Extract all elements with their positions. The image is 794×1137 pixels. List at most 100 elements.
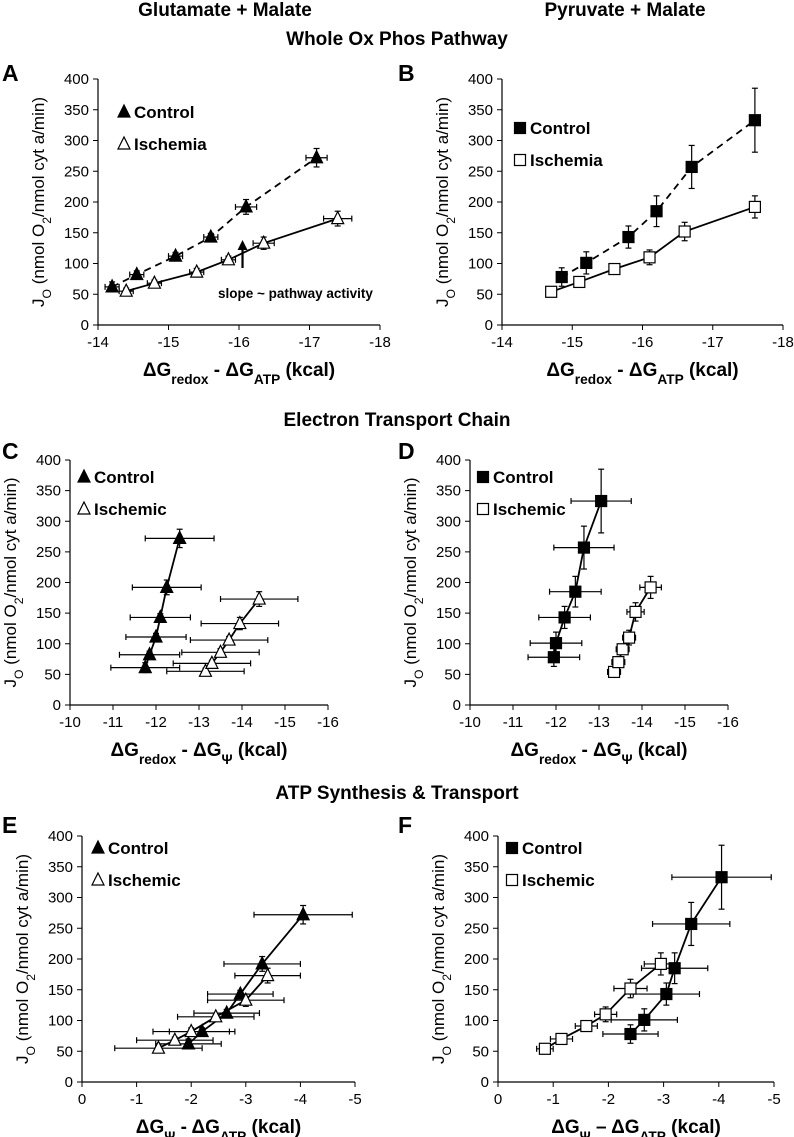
data-point	[545, 285, 558, 298]
series-line	[187, 914, 304, 1045]
x-axis-title: ΔGΨ - ΔGATP (kcal)	[136, 1117, 301, 1137]
column-heading-left: Glutamate + Malate	[138, 0, 312, 21]
y-tick-label: 50	[44, 666, 61, 683]
data-point	[538, 1042, 552, 1055]
y-tick-label: 250	[464, 920, 489, 937]
data-point	[555, 270, 568, 284]
data-point	[616, 643, 629, 656]
x-tick-label: 0	[494, 1091, 502, 1108]
y-tick-label: 100	[64, 256, 89, 273]
data-point	[668, 962, 681, 975]
data-point	[233, 985, 248, 1000]
legend-marker	[117, 135, 131, 150]
data-point	[203, 228, 218, 243]
data-point	[238, 991, 253, 1006]
y-tick-label: 350	[436, 483, 461, 500]
data-point	[256, 234, 271, 249]
y-tick-label: 400	[48, 828, 73, 845]
y-tick-label: 150	[36, 605, 61, 622]
x-tick-label: -12	[545, 714, 567, 731]
data-point	[685, 160, 698, 174]
y-tick-label: 400	[436, 452, 461, 469]
x-axis-title: ΔGredox - ΔGΨ (kcal)	[511, 740, 688, 767]
legend-marker	[91, 871, 105, 886]
series-control	[602, 844, 772, 1044]
y-tick-label: 250	[436, 544, 461, 561]
x-tick-label: -2	[185, 1091, 198, 1108]
data-point	[296, 906, 311, 921]
series-ischemic	[114, 967, 301, 1054]
series-control	[155, 904, 353, 1050]
y-tick-label: 200	[36, 575, 61, 592]
series-control	[527, 468, 632, 668]
series-control	[110, 528, 215, 674]
legend-marker	[513, 121, 527, 135]
x-axis-title: ΔGredox - ΔGATP (kcal)	[546, 360, 738, 387]
x-tick-label: 0	[78, 1091, 86, 1108]
y-tick-label: 300	[464, 890, 489, 907]
data-point	[151, 1039, 166, 1054]
y-tick-label: 200	[464, 951, 489, 968]
legend-marker	[476, 470, 490, 484]
data-point	[309, 149, 324, 164]
y-tick-label: 400	[64, 71, 89, 88]
data-point	[624, 982, 637, 995]
y-axis-title: JO (nmol O2/nmol cyt a/min)	[1, 477, 26, 687]
x-tick-label: -4	[712, 1091, 725, 1108]
data-point	[622, 230, 635, 244]
x-tick-label: -17	[299, 334, 321, 351]
y-tick-label: 200	[48, 951, 73, 968]
y-tick-label: 400	[468, 71, 493, 88]
data-point	[660, 987, 673, 1001]
y-axis-title: JO (nmol O2/nmol cyt a/min)	[13, 854, 38, 1064]
data-point	[685, 917, 698, 931]
y-tick-label: 150	[436, 605, 461, 622]
x-axis-title: ΔGΨ – ΔGATP (kcal)	[551, 1117, 721, 1137]
y-tick-label: 350	[48, 859, 73, 876]
x-tick-label: -10	[459, 714, 481, 731]
data-point	[213, 643, 228, 658]
legend-label: Ischemia	[134, 135, 207, 154]
series-line	[111, 156, 318, 288]
legend-label: Control	[94, 468, 154, 487]
column-heading-right: Pyruvate + Malate	[544, 0, 706, 21]
data-point	[678, 225, 691, 238]
y-tick-label: 0	[453, 697, 461, 714]
x-tick-label: -14	[87, 334, 109, 351]
panel-b-chart: 0 50 100 150 200 250 300 350 400 -14 -15 -16 -17 -18 Δ…	[433, 71, 794, 387]
y-tick-label: 200	[468, 194, 493, 211]
data-point	[643, 251, 656, 264]
data-point	[638, 1013, 651, 1026]
y-tick-label: 50	[476, 286, 493, 303]
legend-label: Control	[108, 839, 168, 858]
y-tick-label: 0	[485, 317, 493, 334]
x-tick-label: -15	[674, 714, 696, 731]
series-line	[125, 217, 338, 293]
legend-label: Ischemic	[94, 500, 167, 519]
data-point	[181, 1035, 196, 1050]
y-tick-label: 50	[444, 666, 461, 683]
data-point	[105, 278, 120, 293]
data-point	[221, 251, 236, 266]
x-tick-label: -16	[228, 334, 250, 351]
y-tick-label: 250	[468, 163, 493, 180]
data-point	[167, 1031, 182, 1046]
y-tick-label: 200	[64, 194, 89, 211]
data-point	[204, 655, 219, 669]
data-point	[142, 646, 157, 661]
y-tick-label: 300	[468, 133, 493, 150]
y-tick-label: 200	[436, 575, 461, 592]
legend-marker	[505, 841, 519, 855]
x-tick-label: -11	[503, 714, 524, 731]
data-point	[549, 637, 563, 650]
y-tick-label: 300	[48, 890, 73, 907]
data-point	[622, 631, 636, 644]
data-point	[222, 631, 237, 646]
x-tick-label: -15	[274, 714, 296, 731]
y-tick-label: 150	[64, 225, 89, 242]
data-point	[184, 1023, 199, 1038]
x-tick-label: -18	[369, 334, 391, 351]
y-axis-title: JO (nmol O2/nmol cyt a/min)	[433, 97, 458, 307]
data-point	[748, 200, 762, 214]
